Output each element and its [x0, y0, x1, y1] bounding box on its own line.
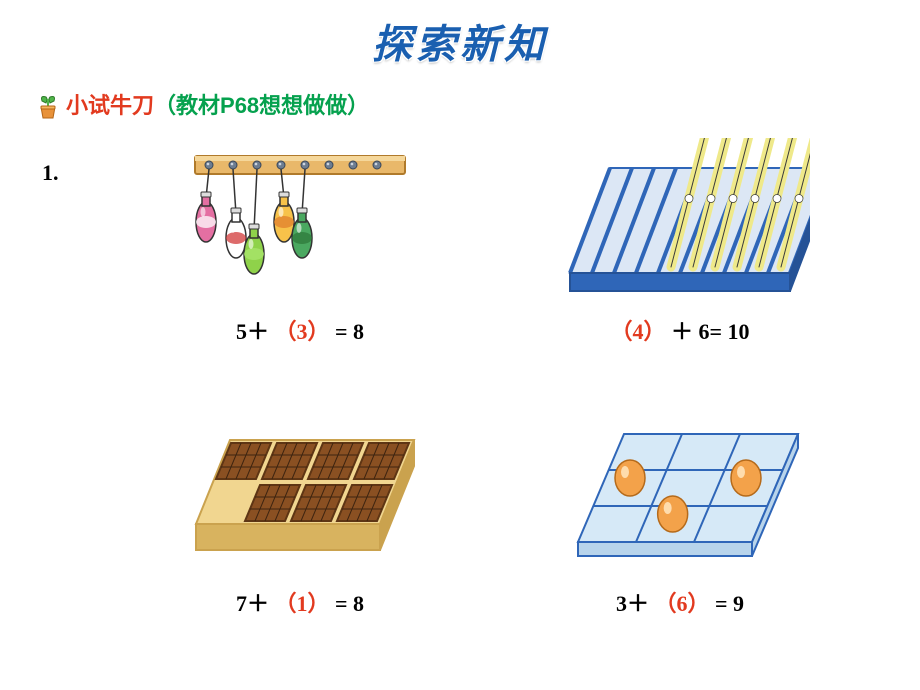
chocolate-illustration — [170, 410, 430, 580]
equation-bottles: 5＋ （3） = 8 — [236, 314, 364, 346]
eq-answer: 1 — [296, 591, 307, 616]
eq-op: ＋ — [247, 591, 269, 616]
eq-b: 6 — [699, 319, 710, 344]
equation-chocolate: 7＋ （1） = 8 — [236, 586, 364, 618]
eq-rp: ） — [307, 591, 329, 616]
problem-pens: （4） ＋ 6= 10 — [540, 138, 820, 346]
eq-answer: 4 — [632, 319, 643, 344]
eq-eq: = — [710, 319, 723, 344]
question-number: 1. — [42, 160, 59, 186]
eq-lp: （ — [654, 591, 676, 616]
eq-eq: = — [715, 591, 728, 616]
subtitle-suffix: （教材P68想想做做） — [154, 88, 369, 120]
eq-a: 7 — [236, 591, 247, 616]
eq-answer: 6 — [676, 591, 687, 616]
eq-answer: 3 — [296, 319, 307, 344]
equation-pens: （4） ＋ 6= 10 — [610, 314, 749, 346]
eq-a: 3 — [616, 591, 627, 616]
eq-total: 8 — [353, 591, 364, 616]
eq-lp: （ — [274, 319, 296, 344]
eq-rp: ） — [307, 319, 329, 344]
eq-total: 9 — [733, 591, 744, 616]
eq-eq: = — [335, 591, 348, 616]
eq-op: ＋ — [671, 319, 693, 344]
problem-eggs: 3＋ （6） = 9 — [540, 410, 820, 618]
subtitle-prefix: 小试牛刀 — [66, 88, 154, 120]
eq-a: 5 — [236, 319, 247, 344]
eq-op: ＋ — [247, 319, 269, 344]
bottles-illustration — [175, 138, 425, 308]
eq-lp: （ — [274, 591, 296, 616]
pens-illustration — [550, 138, 810, 308]
problem-bottles: 5＋ （3） = 8 — [160, 138, 440, 346]
eq-total: 8 — [353, 319, 364, 344]
eggs-illustration — [550, 410, 810, 580]
page-title: 探索新知 — [0, 0, 920, 70]
eq-rp: ） — [687, 591, 709, 616]
equation-eggs: 3＋ （6） = 9 — [616, 586, 744, 618]
eq-eq: = — [335, 319, 348, 344]
eq-total: 10 — [728, 319, 750, 344]
subtitle: 小试牛刀 （教材P68想想做做） — [36, 88, 920, 120]
eq-rp: ） — [643, 319, 665, 344]
sprout-icon — [36, 93, 60, 119]
eq-lp: （ — [610, 319, 632, 344]
problem-chocolate: 7＋ （1） = 8 — [160, 410, 440, 618]
eq-op: ＋ — [627, 591, 649, 616]
